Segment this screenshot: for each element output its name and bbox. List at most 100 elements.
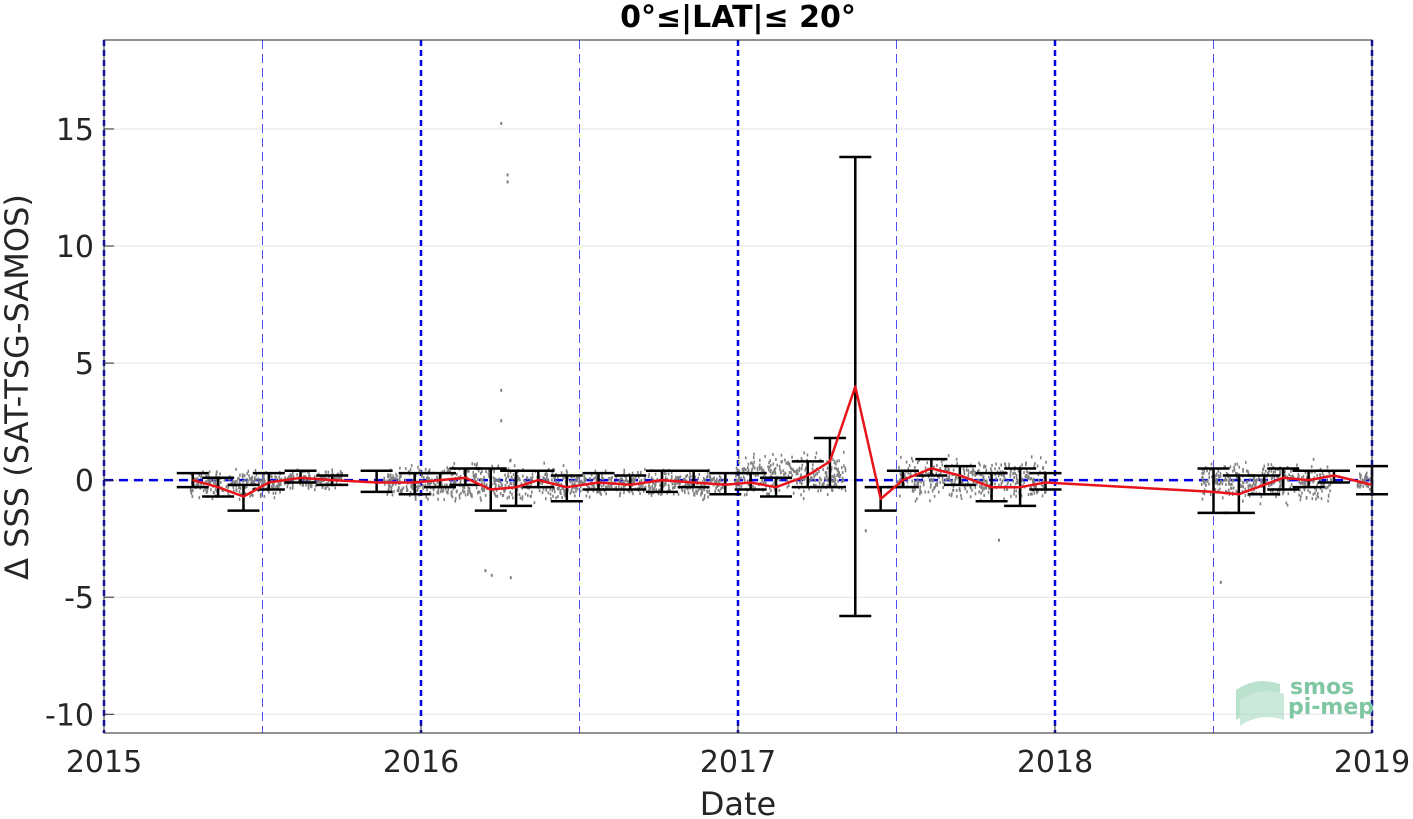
scatter-point xyxy=(321,486,324,490)
y-tick-label: 15 xyxy=(56,113,94,148)
scatter-point xyxy=(1259,502,1262,506)
scatter-point xyxy=(286,485,289,489)
scatter-point xyxy=(494,479,496,483)
scatter-point xyxy=(695,490,698,494)
scatter-point xyxy=(1013,492,1015,496)
scatter-point xyxy=(1043,476,1045,480)
scatter-point xyxy=(509,459,511,463)
scatter-point xyxy=(417,465,419,469)
scatter-point xyxy=(833,461,836,465)
scatter-point xyxy=(700,493,702,497)
scatter-point xyxy=(1202,491,1204,495)
outlier-point xyxy=(490,573,493,577)
scatter-point xyxy=(593,477,595,481)
scatter-point xyxy=(688,482,691,486)
scatter-point xyxy=(716,485,718,489)
scatter-point xyxy=(609,484,612,488)
x-axis-label: Date xyxy=(700,785,776,819)
scatter-point xyxy=(210,479,212,483)
scatter-point xyxy=(1359,485,1361,489)
scatter-point xyxy=(289,473,292,477)
scatter-point xyxy=(1214,481,1217,485)
scatter-point xyxy=(1042,467,1044,471)
scatter-point xyxy=(770,489,772,493)
scatter-point xyxy=(570,488,573,492)
scatter-point xyxy=(681,489,684,493)
scatter-point xyxy=(454,481,457,485)
scatter-point xyxy=(215,489,218,493)
scatter-point xyxy=(290,474,293,478)
scatter-point xyxy=(648,485,651,489)
scatter-point xyxy=(649,486,652,490)
scatter-point xyxy=(759,467,761,471)
scatter-point xyxy=(564,476,566,480)
scatter-point xyxy=(551,471,554,475)
scatter-point xyxy=(602,483,605,487)
scatter-point xyxy=(561,495,563,499)
scatter-point xyxy=(424,467,427,471)
scatter-point xyxy=(440,487,443,491)
scatter-point xyxy=(241,473,244,477)
scatter-point xyxy=(673,485,676,489)
scatter-point xyxy=(1247,486,1250,490)
scatter-point xyxy=(796,481,798,485)
scatter-point xyxy=(639,470,642,474)
scatter-point xyxy=(915,483,918,487)
scatter-point xyxy=(1232,486,1235,490)
scatter-point xyxy=(566,471,568,475)
scatter-point xyxy=(391,493,394,497)
scatter-point xyxy=(557,495,559,499)
scatter-point xyxy=(1228,488,1230,492)
scatter-point xyxy=(670,471,673,475)
scatter-point xyxy=(1257,478,1259,482)
scatter-point xyxy=(206,490,209,494)
scatter-point xyxy=(948,493,951,497)
scatter-point xyxy=(504,483,507,487)
scatter-point xyxy=(684,490,686,494)
scatter-point xyxy=(677,492,680,496)
scatter-point xyxy=(1328,471,1331,475)
scatter-point xyxy=(1260,478,1262,482)
scatter-point xyxy=(596,490,598,494)
scatter-point xyxy=(1251,484,1254,488)
scatter-point xyxy=(560,482,563,486)
scatter-point xyxy=(383,478,385,482)
scatter-point xyxy=(207,478,209,482)
scatter-point xyxy=(319,479,322,483)
scatter-point xyxy=(922,480,925,484)
scatter-point xyxy=(1225,478,1228,482)
scatter-point xyxy=(1365,474,1368,478)
scatter-point xyxy=(898,478,901,482)
scatter-point xyxy=(1299,481,1302,485)
scatter-point xyxy=(214,481,217,485)
scatter-point xyxy=(706,474,709,478)
scatter-point xyxy=(541,491,544,495)
scatter-point xyxy=(291,486,294,490)
scatter-point xyxy=(468,469,470,473)
scatter-point xyxy=(780,453,783,457)
scatter-point xyxy=(603,489,606,493)
scatter-point xyxy=(911,459,914,463)
scatter-point xyxy=(471,493,473,497)
scatter-point xyxy=(657,492,660,496)
scatter-point xyxy=(453,481,455,485)
scatter-point xyxy=(969,495,972,499)
scatter-point xyxy=(824,471,827,475)
scatter-point xyxy=(704,480,706,484)
scatter-point xyxy=(1248,483,1251,487)
scatter-point xyxy=(610,477,612,481)
scatter-point xyxy=(227,485,229,489)
scatter-point xyxy=(242,479,244,483)
scatter-point xyxy=(1208,482,1210,486)
scatter-point xyxy=(1358,472,1361,476)
scatter-point xyxy=(632,477,635,481)
scatter-point xyxy=(709,479,712,483)
scatter-point xyxy=(1263,464,1266,468)
scatter-point xyxy=(452,487,455,491)
scatter-point xyxy=(712,477,715,481)
scatter-point xyxy=(238,480,241,484)
scatter-point xyxy=(1218,487,1221,491)
scatter-point xyxy=(577,476,580,480)
x-tick-label: 2017 xyxy=(700,745,776,780)
scatter-point xyxy=(571,486,574,490)
